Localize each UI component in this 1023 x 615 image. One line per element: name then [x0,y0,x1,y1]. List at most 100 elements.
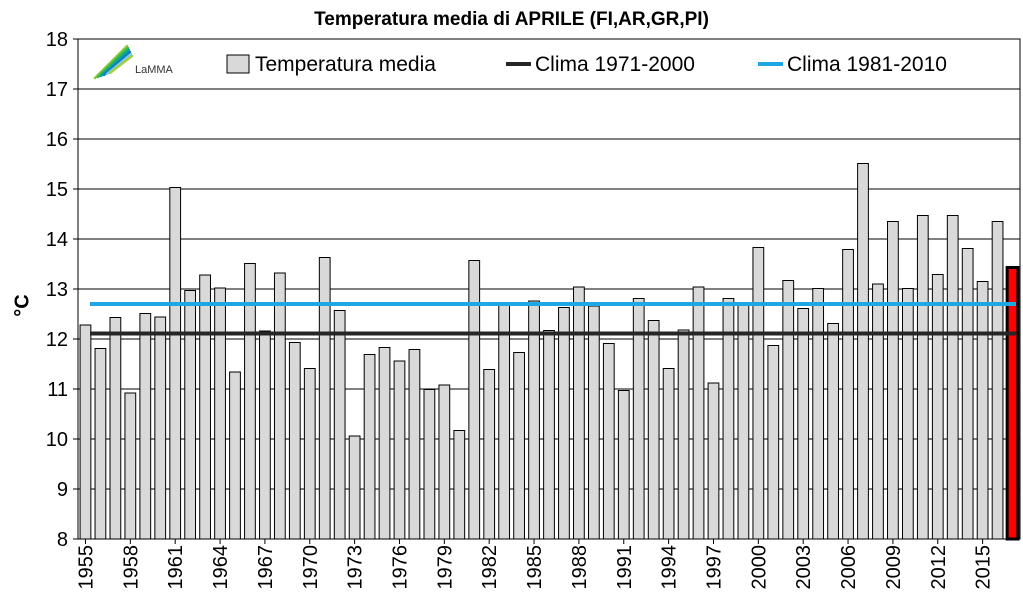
bar [438,384,451,540]
bar [573,286,585,540]
bar [931,274,944,540]
x-tick-label: 2003 [793,545,815,590]
x-tick-label: 1976 [389,545,411,590]
x-tick-label: 1991 [614,545,636,590]
bar [752,247,765,540]
bar [124,392,137,540]
bar [244,263,256,540]
x-tick-label: 2000 [748,545,770,590]
bar [976,281,989,540]
bar [543,330,555,540]
logo-stroke [108,54,134,75]
bar [483,369,496,540]
x-tick-label: 2015 [973,545,995,590]
x-tick-label: 1961 [165,545,187,590]
bar [887,221,899,540]
legend-label: Clima 1981-2010 [787,53,947,76]
bar [288,342,301,540]
bar [558,307,570,540]
logo-stroke [102,50,132,77]
x-tick-label: 1958 [120,545,142,590]
bar [94,348,107,540]
bar [408,349,421,540]
legend-swatch [226,54,250,74]
x-tick-label: 1964 [210,545,232,590]
bar [229,371,241,540]
y-tick-label: 10 [46,429,68,451]
x-tick-label: 2006 [838,545,860,590]
bar [857,163,869,540]
bar [154,316,167,540]
bar [662,368,675,540]
chart-title: Temperatura media di APRILE (FI,AR,GR,PI… [314,9,709,30]
bar [901,288,914,540]
bar [617,390,630,540]
bar-highlighted [1005,266,1020,541]
bar [139,313,152,540]
bar [946,215,959,540]
bar [797,308,810,540]
bar [259,330,271,540]
x-tick-label: 2012 [928,545,950,590]
y-tick-label: 17 [46,79,68,101]
bar [767,345,780,540]
x-tick-label: 1967 [255,545,277,590]
bar [528,300,540,540]
y-tick-label: 9 [57,479,68,501]
bar [513,352,525,540]
y-tick-label: 15 [46,179,68,201]
bar [722,298,735,540]
bar [692,286,705,540]
bar [812,288,825,540]
bar [318,257,331,540]
bar [587,305,600,540]
y-tick-label: 12 [46,329,68,351]
bar [737,302,750,540]
bar [991,221,1004,540]
y-tick-label: 13 [46,279,68,301]
bar [109,317,122,540]
bar [647,320,660,540]
x-tick-label: 1994 [659,545,681,590]
bar [303,368,316,540]
bar [916,215,929,540]
bar [468,260,481,540]
x-tick-label: 1979 [434,545,456,590]
bar [677,329,690,540]
x-tick-label: 1988 [569,545,591,590]
bar [782,280,795,540]
y-tick-label: 14 [46,229,68,251]
bar [393,360,406,540]
bar [214,287,226,540]
bar [184,290,197,540]
x-tick-label: 1985 [524,545,546,590]
bar [199,274,211,540]
bar [632,298,645,540]
bar [842,249,854,540]
x-tick-label: 1973 [345,545,367,590]
x-tick-label: 1982 [479,545,501,590]
logo-text: LaMMA [135,64,174,76]
bar [348,435,361,540]
y-tick-label: 16 [46,129,68,151]
lamma-logo: LaMMA [93,44,174,80]
bar [961,248,974,540]
logo-stroke [105,52,133,76]
bar [423,389,436,540]
legend: Temperatura media Clima 1971-2000 Clima 19… [226,53,947,76]
x-tick-label: 1955 [75,545,97,590]
y-tick-label: 18 [46,29,68,51]
y-tick-label: 11 [47,379,68,401]
bar [453,430,466,540]
bar [333,310,346,540]
bar [602,343,615,540]
bar [169,187,182,540]
legend-label: Clima 1971-2000 [535,53,695,76]
x-tick-label: 1997 [703,545,725,590]
bar [79,324,92,540]
logo-stroke [96,46,130,79]
logo-stroke [99,48,131,78]
bar [707,382,720,540]
